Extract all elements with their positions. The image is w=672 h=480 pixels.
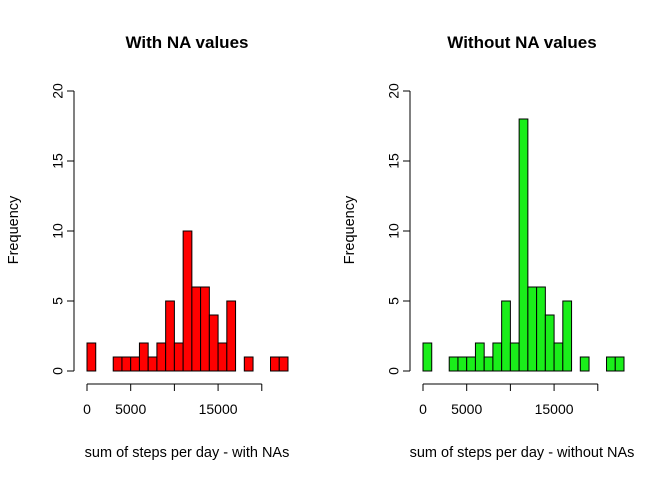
y-tick-label: 15 xyxy=(386,153,402,169)
histogram-bar xyxy=(226,300,237,372)
y-tick-label: 10 xyxy=(386,223,402,239)
histogram-bar xyxy=(147,356,158,372)
histogram-bar xyxy=(553,342,564,372)
histogram-bar xyxy=(614,356,625,372)
histogram-bar xyxy=(121,356,132,372)
histogram-bar xyxy=(474,342,485,372)
x-axis: 0 5000 15000 xyxy=(419,383,599,417)
y-tick-label: 5 xyxy=(386,297,402,305)
y-axis-label: Frequency xyxy=(342,195,358,264)
histogram-bar xyxy=(483,356,494,372)
histogram-bar xyxy=(173,342,184,372)
histogram-bar xyxy=(243,356,254,372)
chart-title: Without NA values xyxy=(447,33,596,52)
y-tick-label: 15 xyxy=(50,153,66,169)
histogram-bar xyxy=(165,300,175,372)
histogram-bar xyxy=(130,356,140,372)
x-tick-label: 15000 xyxy=(199,401,238,417)
histogram-bar xyxy=(208,314,219,372)
x-tick-label: 15000 xyxy=(535,401,574,417)
histogram-bar xyxy=(270,356,280,372)
histogram-bar xyxy=(200,286,210,372)
y-tick-label: 20 xyxy=(386,83,402,99)
histogram-bar xyxy=(156,342,167,372)
histogram-bar xyxy=(492,342,503,372)
histogram-bar xyxy=(448,356,459,372)
x-axis-label: sum of steps per day - without NAs xyxy=(410,445,635,461)
y-tick-label: 0 xyxy=(386,367,402,375)
histogram-bar xyxy=(562,300,573,372)
histogram-bar xyxy=(86,342,97,372)
y-tick-label: 5 xyxy=(50,297,66,305)
histogram-bar xyxy=(112,356,123,372)
histogram-bar xyxy=(466,356,476,372)
histogram-bar xyxy=(422,342,433,372)
x-axis-label: sum of steps per day - with NAs xyxy=(85,445,290,461)
histogram-bar xyxy=(501,300,511,372)
histogram-bar xyxy=(536,286,546,372)
histogram-bar xyxy=(278,356,289,372)
histogram-bar xyxy=(527,286,538,372)
y-axis-label: Frequency xyxy=(6,195,22,264)
histogram-bar xyxy=(191,286,202,372)
histogram-bar xyxy=(509,342,520,372)
bars-group xyxy=(86,230,289,372)
histogram-bar xyxy=(544,314,555,372)
panel-with-na: With NA values sum of steps per day - wi… xyxy=(6,33,289,461)
x-tick-label: 5000 xyxy=(451,401,482,417)
y-tick-label: 10 xyxy=(50,223,66,239)
histogram-bar xyxy=(182,230,193,372)
histogram-bar xyxy=(579,356,590,372)
histogram-bar xyxy=(518,118,529,372)
x-tick-label: 5000 xyxy=(115,401,146,417)
y-axis: 0 5 10 15 20 xyxy=(50,83,75,375)
histogram-bar xyxy=(457,356,468,372)
y-tick-label: 0 xyxy=(50,367,66,375)
bars-group xyxy=(422,118,625,372)
y-axis: 0 5 10 15 20 xyxy=(386,83,411,375)
histogram-bar xyxy=(606,356,616,372)
x-tick-label: 0 xyxy=(419,401,427,417)
x-axis: 0 5000 15000 xyxy=(83,383,263,417)
histogram-bar xyxy=(138,342,149,372)
histogram-bar xyxy=(217,342,228,372)
y-tick-label: 20 xyxy=(50,83,66,99)
x-tick-label: 0 xyxy=(83,401,91,417)
chart-title: With NA values xyxy=(126,33,249,52)
panel-without-na: Without NA values sum of steps per day -… xyxy=(342,33,634,461)
